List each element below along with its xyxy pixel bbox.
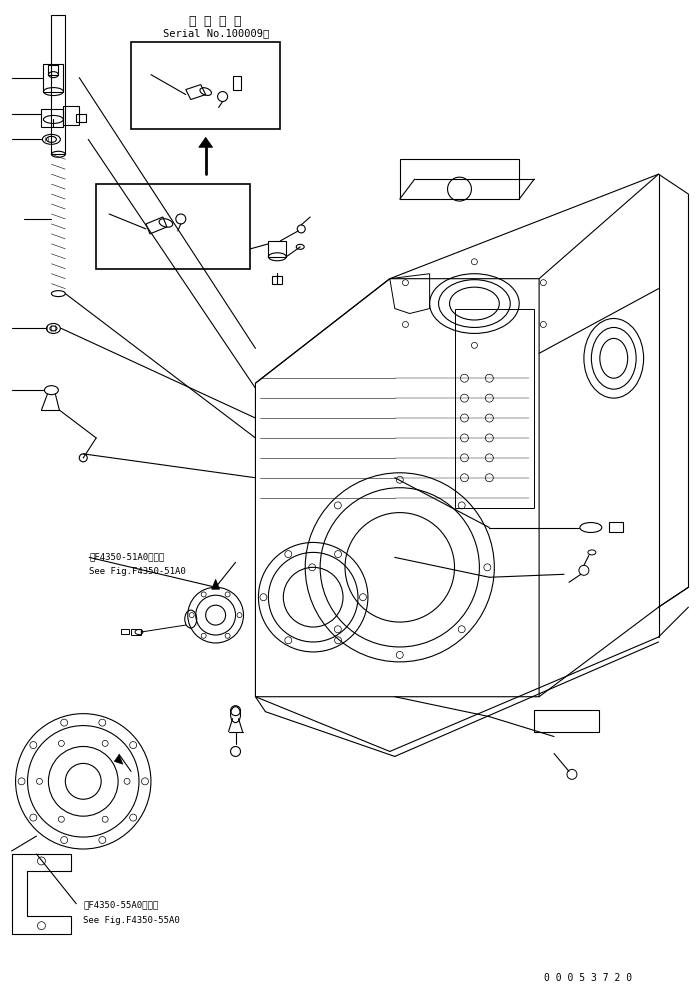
Bar <box>454 308 534 507</box>
Bar <box>131 41 280 129</box>
Text: 第F4350-55A0図参照: 第F4350-55A0図参照 <box>83 900 158 910</box>
Bar <box>41 109 63 127</box>
Bar <box>272 276 282 284</box>
Bar <box>232 76 241 90</box>
Text: See Fig.F4350-51A0: See Fig.F4350-51A0 <box>89 567 186 576</box>
Text: 第F4350-51A0図参照: 第F4350-51A0図参照 <box>89 553 164 561</box>
Polygon shape <box>199 137 213 148</box>
Text: 適 用 号 機: 適 用 号 機 <box>190 15 242 28</box>
Bar <box>43 64 63 92</box>
Bar <box>76 114 86 122</box>
Text: 0 0 0 5 3 7 2 0: 0 0 0 5 3 7 2 0 <box>544 973 632 983</box>
Bar <box>96 184 251 269</box>
Bar <box>400 160 519 199</box>
Polygon shape <box>211 579 220 589</box>
Bar <box>63 105 79 125</box>
Bar <box>609 521 623 532</box>
Bar <box>51 15 65 155</box>
Text: Serial No.100009～: Serial No.100009～ <box>162 28 269 37</box>
Bar <box>131 629 141 635</box>
Bar <box>534 709 598 732</box>
Polygon shape <box>114 755 123 764</box>
Bar <box>268 241 286 257</box>
Text: See Fig.F4350-55A0: See Fig.F4350-55A0 <box>83 916 180 925</box>
Bar <box>48 65 58 75</box>
Bar <box>121 629 129 634</box>
